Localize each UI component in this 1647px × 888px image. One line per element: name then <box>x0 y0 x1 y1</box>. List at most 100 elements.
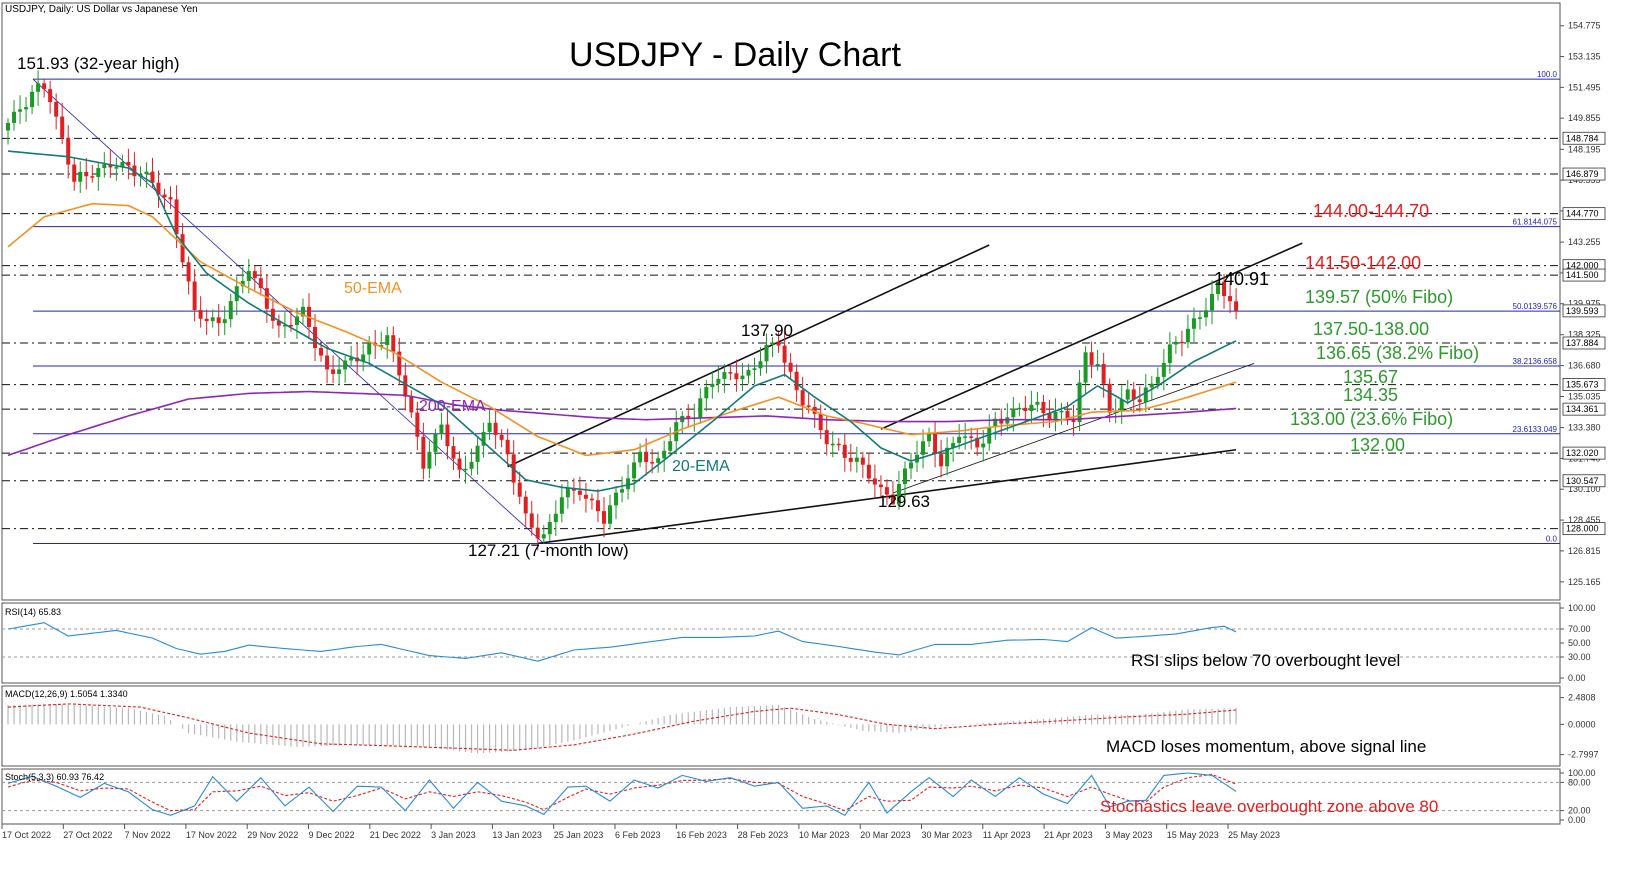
candle-bear <box>1065 410 1070 419</box>
candle-bear <box>890 494 895 505</box>
price-badge-label: 148.784 <box>1566 133 1599 143</box>
candle-bull <box>294 316 299 325</box>
candle-bull <box>1203 310 1208 318</box>
candle-bull <box>228 301 233 320</box>
candle-bear <box>42 83 47 90</box>
candle-bear <box>1131 389 1136 400</box>
candle-bear <box>192 281 197 311</box>
candle-bear <box>162 194 167 198</box>
y-tick-label: 148.195 <box>1568 144 1601 154</box>
candle-bull <box>830 443 835 446</box>
candle-bull <box>1173 341 1178 345</box>
y-tick-label: 128.455 <box>1568 515 1601 525</box>
price-badge-label: 135.673 <box>1566 380 1599 390</box>
candle-bear <box>1234 301 1239 311</box>
candle-bear <box>848 457 853 462</box>
fib-label: 23.6133.049 <box>1513 425 1558 434</box>
rsi-label: RSI(14) 65.83 <box>5 607 61 617</box>
main-panel: 154.775153.135151.495149.855148.195146.5… <box>1 2 1606 601</box>
candle-bull <box>565 487 570 498</box>
x-tick-label: 25 Jan 2023 <box>554 830 604 840</box>
candle-bull <box>282 324 287 327</box>
candle-bull <box>240 280 245 287</box>
candle-bull <box>921 441 926 455</box>
candle-bull <box>710 383 715 388</box>
candle-bear <box>499 434 504 440</box>
candle-bull <box>367 342 372 355</box>
candle-bull <box>379 345 384 347</box>
rsi-line <box>7 622 1237 662</box>
candle-bull <box>481 431 486 446</box>
candle-bull <box>1035 401 1040 405</box>
fib-label: 0.0 <box>1546 534 1558 543</box>
macd-label: MACD(12,26,9) 1.5054 1.3340 <box>5 689 128 699</box>
candle-bull <box>1017 407 1022 410</box>
main-panel-border <box>1 2 1561 601</box>
candle-bull <box>854 457 859 462</box>
y-tick-label: 50.00 <box>1568 638 1591 648</box>
ema20-label: 20-EMA <box>672 458 730 475</box>
candle-bull <box>951 442 956 448</box>
candle-bear <box>1222 281 1227 297</box>
x-tick-label: 28 Feb 2023 <box>738 830 789 840</box>
trendline <box>880 242 1303 430</box>
x-tick-label: 16 Feb 2023 <box>676 830 727 840</box>
candle-bull <box>96 168 101 177</box>
candle-bear <box>878 484 883 488</box>
candle-bull <box>638 451 643 463</box>
candle-bear <box>216 317 221 324</box>
candle-bull <box>337 369 342 374</box>
candle-bear <box>1101 364 1106 384</box>
candle-bear <box>505 439 510 455</box>
y-tick-label: 125.165 <box>1568 577 1601 587</box>
candle-bull <box>300 306 305 317</box>
stoch-annotation: Stochastics leave overbought zone above … <box>1100 797 1438 816</box>
candle-bear <box>126 161 131 166</box>
candle-bear <box>1107 383 1112 413</box>
candle-bull <box>222 319 227 324</box>
candle-bear <box>421 436 426 469</box>
candle-bull <box>764 344 769 362</box>
x-tick-label: 29 Nov 2022 <box>247 830 298 840</box>
candle-bull <box>945 447 950 467</box>
candle-bull <box>698 398 703 418</box>
price-annotation: 140.91 <box>1214 269 1269 289</box>
level-label-support: 137.50-138.00 <box>1313 319 1429 339</box>
candle-bear <box>1228 296 1233 302</box>
price-badge-label: 132.020 <box>1566 448 1599 458</box>
candle-bull <box>469 461 474 469</box>
candle-bull <box>463 468 468 471</box>
candle-bull <box>1125 389 1130 400</box>
candle-bear <box>969 436 974 438</box>
y-tick-label: 126.815 <box>1568 546 1601 556</box>
trendline <box>507 244 990 468</box>
candle-bear <box>156 182 161 195</box>
candle-bull <box>662 450 667 459</box>
candle-bear <box>728 372 733 374</box>
candle-bull <box>614 492 619 506</box>
x-tick-label: 3 Jan 2023 <box>431 830 476 840</box>
candle-bull <box>626 478 631 490</box>
candle-bear <box>535 527 540 539</box>
candle-bull <box>902 468 907 484</box>
rsi-panel: 100.00 70.00 50.00 30.00 0.00 RSI(14) 65.83 RS… <box>1 602 1596 684</box>
candle-bull <box>36 83 41 92</box>
candle-bear <box>1041 401 1046 414</box>
candle-bull <box>6 122 10 131</box>
candle-bear <box>48 89 53 103</box>
candle-bull <box>12 111 17 123</box>
stoch-label: Stoch(5,3,3) 60.93 76.42 <box>5 772 104 782</box>
level-label-resistance: 144.00-144.70 <box>1313 201 1429 221</box>
candle-bull <box>963 436 968 438</box>
candle-bull <box>1095 364 1100 366</box>
y-tick-label: -2.7997 <box>1568 750 1599 760</box>
y-tick-label: 133.380 <box>1568 423 1601 433</box>
price-annotation: 129.63 <box>878 492 930 511</box>
rsi-annotation: RSI slips below 70 overbought level <box>1131 651 1400 670</box>
candle-bull <box>234 286 239 302</box>
y-tick-label: 138.325 <box>1568 330 1601 340</box>
candle-bull <box>668 441 673 451</box>
price-badge <box>1562 402 1606 416</box>
